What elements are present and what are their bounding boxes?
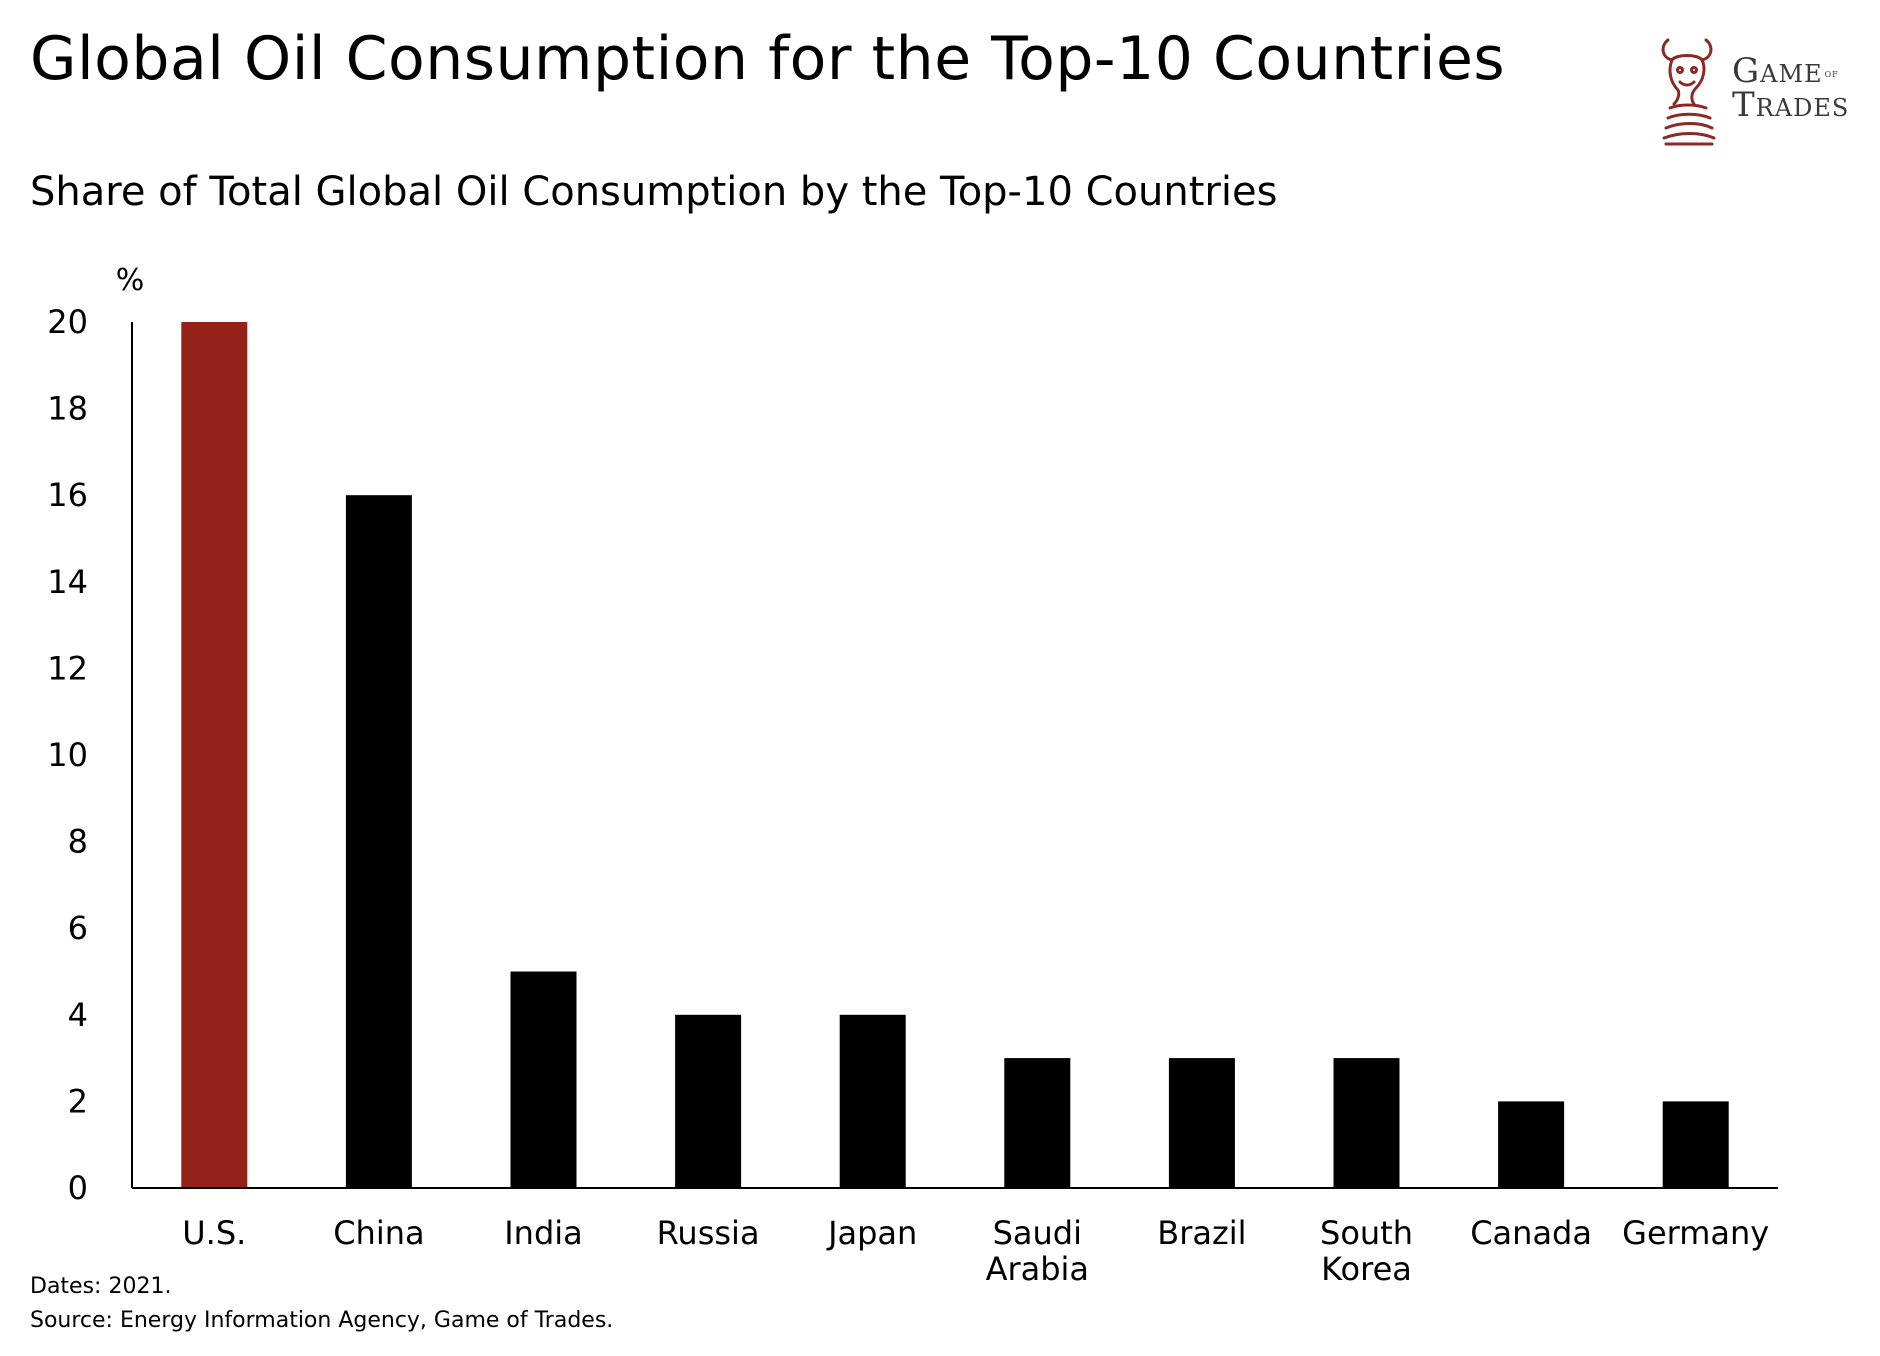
logo-wordmark: Game of Trades <box>1732 54 1849 122</box>
bar-series <box>181 322 1729 1188</box>
bar <box>510 971 577 1188</box>
bar <box>839 1014 906 1188</box>
chart-subtitle: Share of Total Global Oil Consumption by… <box>30 169 1278 215</box>
y-axis-tick-labels: 0 2 4 6 8 10 12 14 16 18 20 <box>47 303 88 1207</box>
y-tick-label: 2 <box>68 1082 88 1120</box>
bar <box>345 495 412 1188</box>
game-of-trades-logo: Game of Trades <box>1650 32 1870 152</box>
y-tick-label: 6 <box>68 909 88 947</box>
x-tick-label: Germany <box>1622 1214 1769 1252</box>
footnotes: Dates: 2021. Source: Energy Information … <box>30 1270 613 1338</box>
bar <box>1662 1101 1729 1188</box>
x-tick-label: China <box>333 1214 424 1252</box>
x-tick-label: U.S. <box>182 1214 246 1252</box>
logo-word-trades: Trades <box>1732 85 1850 125</box>
y-tick-label: 18 <box>47 390 88 428</box>
bar <box>1168 1058 1235 1188</box>
x-tick-label: Brazil <box>1157 1214 1246 1252</box>
x-tick-label: South Korea <box>1320 1214 1413 1288</box>
bull-chess-knight-icon <box>1661 38 1716 146</box>
logo-word-of: of <box>1824 66 1839 80</box>
dates-note: Dates: 2021. <box>30 1274 172 1299</box>
source-note: Source: Energy Information Agency, Game … <box>30 1308 614 1333</box>
bar <box>181 322 248 1188</box>
bar <box>1004 1058 1071 1188</box>
y-tick-label: 10 <box>47 736 88 774</box>
x-tick-label: Canada <box>1470 1214 1592 1252</box>
y-tick-label: 14 <box>47 563 88 601</box>
y-tick-label: 8 <box>68 823 88 861</box>
x-tick-label: Saudi Arabia <box>986 1214 1089 1288</box>
y-tick-label: 0 <box>68 1169 88 1207</box>
logo-word-game: Game <box>1732 51 1823 91</box>
x-axis-category-labels: U.S. China India Russia Japan Saudi Arabia Braz… <box>182 1214 1769 1288</box>
bar <box>1498 1101 1565 1188</box>
chart-title: Global Oil Consumption for the Top-10 Co… <box>30 24 1506 94</box>
y-tick-label: 4 <box>68 996 88 1034</box>
bar <box>675 1014 742 1188</box>
x-tick-label: India <box>504 1214 583 1252</box>
bar <box>1333 1058 1400 1188</box>
x-tick-label: Japan <box>826 1214 917 1252</box>
y-tick-label: 16 <box>47 476 88 514</box>
y-tick-label: 12 <box>47 649 88 687</box>
y-axis-unit-label: % <box>116 263 145 298</box>
x-tick-label: Russia <box>657 1214 760 1252</box>
y-tick-label: 20 <box>47 303 88 341</box>
